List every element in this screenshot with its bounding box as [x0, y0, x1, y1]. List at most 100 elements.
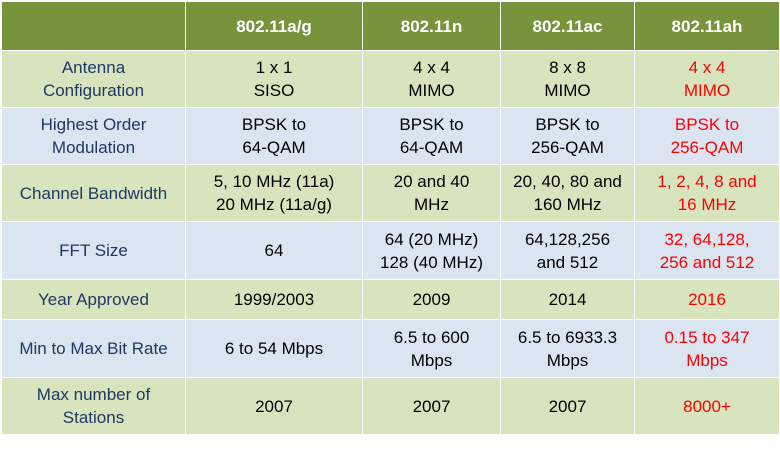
comparison-table: 802.11a/g 802.11n 802.11ac 802.11ah Ante…: [1, 1, 780, 435]
label-line: Min to Max Bit Rate: [19, 339, 168, 358]
cell-line: 128 (40 MHz): [380, 252, 483, 272]
cell-line: 64-QAM: [242, 138, 306, 157]
cell-line: SISO: [253, 81, 295, 100]
cell-line: MIMO: [408, 81, 455, 100]
cell-80211ag: 1999/2003: [185, 279, 363, 320]
cell-line: 256-QAM: [531, 138, 604, 157]
cell-line: 0.15 to 347: [664, 327, 750, 347]
header-80211n: 802.11n: [362, 1, 501, 51]
cell-80211n: 6.5 to 600 Mbps: [362, 319, 501, 378]
cell-line: 2007: [548, 396, 587, 416]
header-row: 802.11a/g 802.11n 802.11ac 802.11ah: [1, 1, 780, 51]
cell-line: 2014: [548, 290, 587, 309]
cell-80211ac: 8 x 8 MIMO: [500, 50, 635, 108]
header-80211ac: 802.11ac: [500, 1, 635, 51]
cell-line: 4 x 4: [413, 58, 450, 77]
cell-line: 5, 10 MHz (11a): [213, 172, 335, 191]
cell-80211n: 64 (20 MHz) 128 (40 MHz): [362, 221, 501, 280]
row-antenna-configuration: Antenna Configuration 1 x 1 SISO 4 x 4 M…: [1, 50, 780, 108]
cell-line: 64: [264, 241, 284, 260]
cell-line: 16 MHz: [677, 195, 737, 214]
cell-line: 160 MHz: [533, 195, 602, 214]
row-label: Antenna Configuration: [1, 50, 186, 108]
row-label: FFT Size: [1, 221, 186, 280]
cell-line: Mbps: [546, 350, 589, 370]
cell-80211ah: 32, 64,128, 256 and 512: [634, 221, 780, 280]
header-80211ah: 802.11ah: [634, 1, 780, 51]
cell-80211ac: BPSK to 256-QAM: [500, 107, 635, 165]
cell-80211n: 4 x 4 MIMO: [362, 50, 501, 108]
row-label: Year Approved: [1, 279, 186, 320]
cell-line: 2007: [412, 396, 451, 416]
row-label: Channel Bandwidth: [1, 164, 186, 222]
cell-80211ag: 2007: [185, 377, 363, 435]
cell-line: MIMO: [544, 81, 591, 100]
cell-80211ac: 20, 40, 80 and 160 MHz: [500, 164, 635, 222]
label-line: FFT Size: [59, 241, 128, 260]
row-channel-bandwidth: Channel Bandwidth 5, 10 MHz (11a) 20 MHz…: [1, 164, 780, 222]
row-max-stations: Max number of Stations 2007 2007 2007 80…: [1, 377, 780, 435]
cell-80211ac: 6.5 to 6933.3 Mbps: [500, 319, 635, 378]
cell-line: 20, 40, 80 and: [513, 172, 622, 191]
cell-line: Mbps: [686, 350, 728, 370]
cell-80211ag: 1 x 1 SISO: [185, 50, 363, 108]
cell-line: and 512: [536, 252, 599, 272]
cell-80211ag: BPSK to 64-QAM: [185, 107, 363, 165]
header-80211ag: 802.11a/g: [185, 1, 363, 51]
cell-80211ah: BPSK to 256-QAM: [634, 107, 780, 165]
cell-line: BPSK to: [399, 115, 464, 134]
cell-80211ah: 4 x 4 MIMO: [634, 50, 780, 108]
row-fft-size: FFT Size 64 64 (20 MHz) 128 (40 MHz) 64,…: [1, 221, 780, 280]
cell-line: MHz: [414, 195, 449, 214]
cell-line: 6.5 to 600: [393, 327, 470, 347]
cell-line: 8 x 8: [549, 58, 586, 77]
cell-80211ah: 2016: [634, 279, 780, 320]
label-line: Modulation: [51, 138, 136, 157]
header-corner: [1, 1, 186, 51]
cell-80211ah: 8000+: [634, 377, 780, 435]
cell-line: BPSK to: [535, 115, 600, 134]
label-line: Channel Bandwidth: [19, 183, 168, 203]
label-line: Stations: [62, 408, 125, 427]
row-year-approved: Year Approved 1999/2003 2009 2014 2016: [1, 279, 780, 320]
cell-line: 2009: [412, 290, 451, 309]
cell-line: 64 (20 MHz): [384, 229, 479, 249]
cell-line: 6.5 to 6933.3: [517, 327, 618, 347]
cell-line: 256-QAM: [670, 138, 744, 157]
cell-line: 4 x 4: [688, 58, 726, 77]
cell-line: 6 to 54 Mbps: [224, 339, 324, 358]
cell-line: 8000+: [683, 396, 731, 416]
cell-line: Mbps: [410, 350, 453, 370]
cell-80211ac: 2014: [500, 279, 635, 320]
cell-line: 32, 64,128,: [664, 229, 750, 249]
cell-80211n: 20 and 40 MHz: [362, 164, 501, 222]
cell-line: 1 x 1: [255, 58, 293, 77]
cell-line: 1999/2003: [233, 290, 315, 309]
label-line: Highest Order: [40, 115, 147, 134]
cell-80211ac: 2007: [500, 377, 635, 435]
row-highest-order-modulation: Highest Order Modulation BPSK to 64-QAM …: [1, 107, 780, 165]
cell-80211ag: 64: [185, 221, 363, 280]
row-bit-rate: Min to Max Bit Rate 6 to 54 Mbps 6.5 to …: [1, 319, 780, 378]
cell-80211ag: 5, 10 MHz (11a) 20 MHz (11a/g): [185, 164, 363, 222]
cell-line: 256 and 512: [659, 252, 755, 272]
cell-line: 64,128,256: [524, 229, 611, 249]
row-label: Min to Max Bit Rate: [1, 319, 186, 378]
row-label: Max number of Stations: [1, 377, 186, 435]
cell-80211ag: 6 to 54 Mbps: [185, 319, 363, 378]
label-line: Configuration: [42, 81, 145, 100]
label-line: Antenna: [61, 58, 126, 77]
cell-line: MIMO: [683, 81, 731, 100]
cell-line: 20 and 40: [393, 172, 470, 191]
cell-line: 64-QAM: [399, 138, 464, 157]
cell-line: 20 MHz (11a/g): [216, 195, 332, 214]
label-line: Max number of: [36, 385, 151, 404]
cell-80211ah: 0.15 to 347 Mbps: [634, 319, 780, 378]
cell-line: 2016: [688, 290, 726, 309]
cell-80211n: BPSK to 64-QAM: [362, 107, 501, 165]
cell-80211ah: 1, 2, 4, 8 and 16 MHz: [634, 164, 780, 222]
cell-80211n: 2009: [362, 279, 501, 320]
cell-line: 1, 2, 4, 8 and: [657, 172, 757, 191]
cell-80211ac: 64,128,256 and 512: [500, 221, 635, 280]
cell-80211n: 2007: [362, 377, 501, 435]
